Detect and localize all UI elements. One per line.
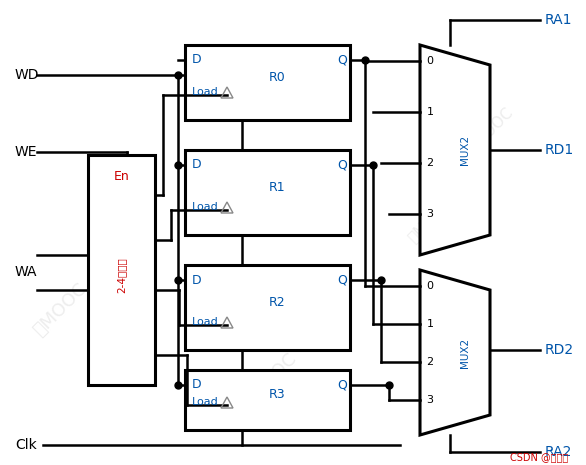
Text: Q: Q xyxy=(337,379,347,392)
Text: Q: Q xyxy=(337,273,347,286)
Text: WA: WA xyxy=(15,266,38,279)
Text: 2-4译码器: 2-4译码器 xyxy=(117,257,127,293)
Text: D: D xyxy=(192,159,202,172)
Text: Q: Q xyxy=(337,159,347,172)
Polygon shape xyxy=(420,270,490,435)
Text: 2: 2 xyxy=(427,158,434,168)
Text: Q: Q xyxy=(337,53,347,66)
Text: 2: 2 xyxy=(427,357,434,367)
Text: En: En xyxy=(114,171,130,184)
Text: 1: 1 xyxy=(427,107,434,117)
Text: 3: 3 xyxy=(427,209,434,219)
Text: D: D xyxy=(192,273,202,286)
Bar xyxy=(88,155,155,385)
Text: CSDN @桐桐花: CSDN @桐桐花 xyxy=(510,452,568,462)
Text: 学MOOC: 学MOOC xyxy=(240,350,300,410)
Text: 学MOOC: 学MOOC xyxy=(465,105,516,155)
Text: RD2: RD2 xyxy=(545,343,574,357)
Text: WD: WD xyxy=(15,68,39,82)
Text: Load: Load xyxy=(192,397,219,407)
Text: RA1: RA1 xyxy=(545,13,573,27)
Text: RD1: RD1 xyxy=(545,143,574,157)
Text: 学MOOC: 学MOOC xyxy=(404,194,455,246)
Text: 0: 0 xyxy=(427,281,434,291)
Text: RA2: RA2 xyxy=(545,445,573,459)
Text: 1: 1 xyxy=(427,319,434,329)
Text: 学MOOC: 学MOOC xyxy=(30,280,90,340)
Text: R3: R3 xyxy=(269,388,286,401)
Bar xyxy=(185,265,350,350)
Text: D: D xyxy=(192,379,202,392)
Text: Load: Load xyxy=(192,87,219,97)
Text: R1: R1 xyxy=(269,181,286,194)
Text: Clk: Clk xyxy=(15,438,37,452)
Bar xyxy=(185,370,350,430)
Bar xyxy=(185,150,350,235)
Polygon shape xyxy=(420,45,490,255)
Bar xyxy=(185,45,350,120)
Text: MUX2: MUX2 xyxy=(460,135,470,165)
Text: 3: 3 xyxy=(427,395,434,405)
Text: Load: Load xyxy=(192,317,219,327)
Text: D: D xyxy=(192,53,202,66)
Text: R0: R0 xyxy=(269,71,286,84)
Text: 0: 0 xyxy=(427,56,434,66)
Text: R2: R2 xyxy=(269,296,286,309)
Text: WE: WE xyxy=(15,145,38,159)
Text: Load: Load xyxy=(192,202,219,212)
Text: MUX2: MUX2 xyxy=(460,338,470,367)
